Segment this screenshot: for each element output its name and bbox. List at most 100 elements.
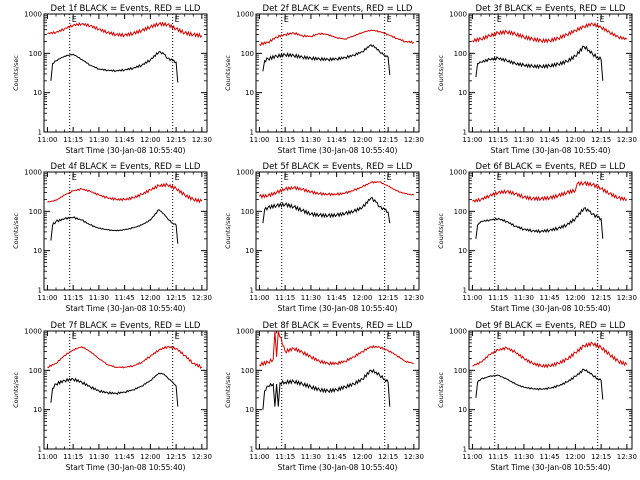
- x-tick-label: 12:00: [565, 294, 585, 302]
- plot-frame: [468, 330, 633, 450]
- x-tick-label: 11:00: [249, 294, 269, 302]
- x-tick-label: 11:45: [115, 294, 135, 302]
- x-tick-label: 11:30: [89, 136, 109, 144]
- y-axis-label: Counts/sec: [224, 372, 232, 408]
- x-axis-label: Start Time (30-Jan-08 10:55:40): [491, 304, 611, 313]
- events-series-line: [475, 207, 604, 239]
- chart-panel-9: Det 9f BLACK = Events, RED = LLD Counts/s…: [437, 321, 637, 472]
- plot-frame: [43, 330, 208, 450]
- event-marker-label: E: [72, 15, 77, 24]
- plot-frame: [468, 171, 633, 291]
- y-tick-label: 10: [245, 406, 254, 414]
- x-tick-label: 11:00: [37, 136, 57, 144]
- y-tick-label: 1000: [236, 11, 254, 19]
- x-tick-label: 11:00: [37, 294, 57, 302]
- y-tick-label: 10: [458, 406, 467, 414]
- event-marker-label: E: [387, 15, 392, 24]
- x-axis-label: Start Time (30-Jan-08 10:55:40): [66, 146, 186, 155]
- y-tick-label: 1000: [449, 169, 467, 177]
- y-axis-label: Counts/sec: [12, 372, 20, 408]
- lld-series-line: [472, 22, 628, 44]
- y-axis-label: Counts/sec: [224, 213, 232, 249]
- chart-panel-1: Det 1f BLACK = Events, RED = LLD Counts/s…: [12, 4, 212, 155]
- x-tick-label: 12:30: [617, 453, 637, 461]
- x-tick-label: 12:30: [617, 294, 637, 302]
- x-tick-label: 12:30: [617, 136, 637, 144]
- event-marker-label: E: [284, 15, 289, 24]
- event-marker-label: E: [497, 332, 502, 341]
- x-tick-label: 11:45: [327, 294, 347, 302]
- x-tick-label: 11:45: [115, 136, 135, 144]
- y-tick-label: 100: [241, 208, 254, 216]
- x-tick-label: 11:15: [488, 453, 508, 461]
- x-tick-label: 11:15: [275, 136, 295, 144]
- y-tick-label: 1: [463, 446, 467, 454]
- x-tick-label: 12:00: [140, 294, 160, 302]
- x-tick-label: 12:15: [166, 294, 186, 302]
- x-tick-label: 11:15: [275, 294, 295, 302]
- event-marker-label: E: [175, 332, 180, 341]
- y-tick-label: 100: [454, 208, 467, 216]
- event-marker-label: E: [497, 173, 502, 182]
- x-tick-label: 12:00: [565, 453, 585, 461]
- x-tick-label: 11:15: [488, 136, 508, 144]
- y-tick-label: 1: [38, 446, 42, 454]
- y-tick-label: 100: [241, 50, 254, 58]
- x-tick-label: 11:30: [301, 294, 321, 302]
- x-tick-label: 12:00: [352, 136, 372, 144]
- chart-title: Det 6f BLACK = Events, RED = LLD: [476, 162, 626, 172]
- y-tick-label: 100: [454, 50, 467, 58]
- y-tick-label: 10: [245, 247, 254, 255]
- y-tick-label: 1: [463, 129, 467, 137]
- chart-title: Det 1f BLACK = Events, RED = LLD: [51, 4, 201, 14]
- x-tick-label: 12:15: [378, 294, 398, 302]
- x-tick-label: 11:00: [462, 453, 482, 461]
- x-tick-label: 11:45: [540, 294, 560, 302]
- event-marker-label: E: [284, 332, 289, 341]
- event-marker-label: E: [497, 15, 502, 24]
- y-tick-label: 1: [250, 287, 254, 295]
- x-tick-label: 11:45: [327, 453, 347, 461]
- x-tick-label: 12:00: [352, 294, 372, 302]
- y-axis-label: Counts/sec: [437, 213, 445, 249]
- x-tick-label: 11:00: [249, 453, 269, 461]
- y-axis-label: Counts/sec: [224, 55, 232, 91]
- x-tick-label: 12:30: [404, 294, 424, 302]
- y-tick-label: 1: [250, 446, 254, 454]
- x-tick-label: 11:30: [301, 136, 321, 144]
- y-tick-label: 1000: [24, 169, 42, 177]
- chart-title: Det 8f BLACK = Events, RED = LLD: [263, 321, 413, 331]
- event-marker-label: E: [600, 173, 605, 182]
- x-tick-label: 11:45: [540, 136, 560, 144]
- event-marker-label: E: [175, 15, 180, 24]
- x-tick-label: 11:30: [89, 453, 109, 461]
- y-tick-label: 1000: [449, 11, 467, 19]
- y-axis-label: Counts/sec: [12, 55, 20, 91]
- events-series-line: [50, 372, 179, 407]
- plot-frame: [255, 330, 420, 450]
- x-tick-label: 12:15: [378, 136, 398, 144]
- plot-frame: [43, 171, 208, 291]
- y-tick-label: 1000: [449, 328, 467, 336]
- x-tick-label: 12:15: [166, 136, 186, 144]
- x-tick-label: 12:00: [140, 453, 160, 461]
- y-tick-label: 10: [458, 247, 467, 255]
- plot-frame: [468, 13, 633, 133]
- x-tick-label: 11:45: [540, 453, 560, 461]
- lld-series-line: [47, 182, 203, 204]
- chart-title: Det 5f BLACK = Events, RED = LLD: [263, 162, 413, 172]
- chart-panel-5: Det 5f BLACK = Events, RED = LLD Counts/s…: [224, 162, 424, 313]
- x-tick-label: 11:15: [488, 294, 508, 302]
- chart-panel-7: Det 7f BLACK = Events, RED = LLD Counts/s…: [12, 321, 212, 472]
- y-tick-label: 1: [463, 287, 467, 295]
- x-tick-label: 12:30: [192, 453, 212, 461]
- x-tick-label: 12:30: [404, 136, 424, 144]
- x-axis-label: Start Time (30-Jan-08 10:55:40): [66, 463, 186, 472]
- events-series-line: [262, 196, 391, 224]
- event-marker-label: E: [387, 332, 392, 341]
- plot-frame: [255, 171, 420, 291]
- y-tick-label: 10: [245, 89, 254, 97]
- lld-series-line: [259, 330, 414, 367]
- chart-title: Det 3f BLACK = Events, RED = LLD: [476, 4, 626, 14]
